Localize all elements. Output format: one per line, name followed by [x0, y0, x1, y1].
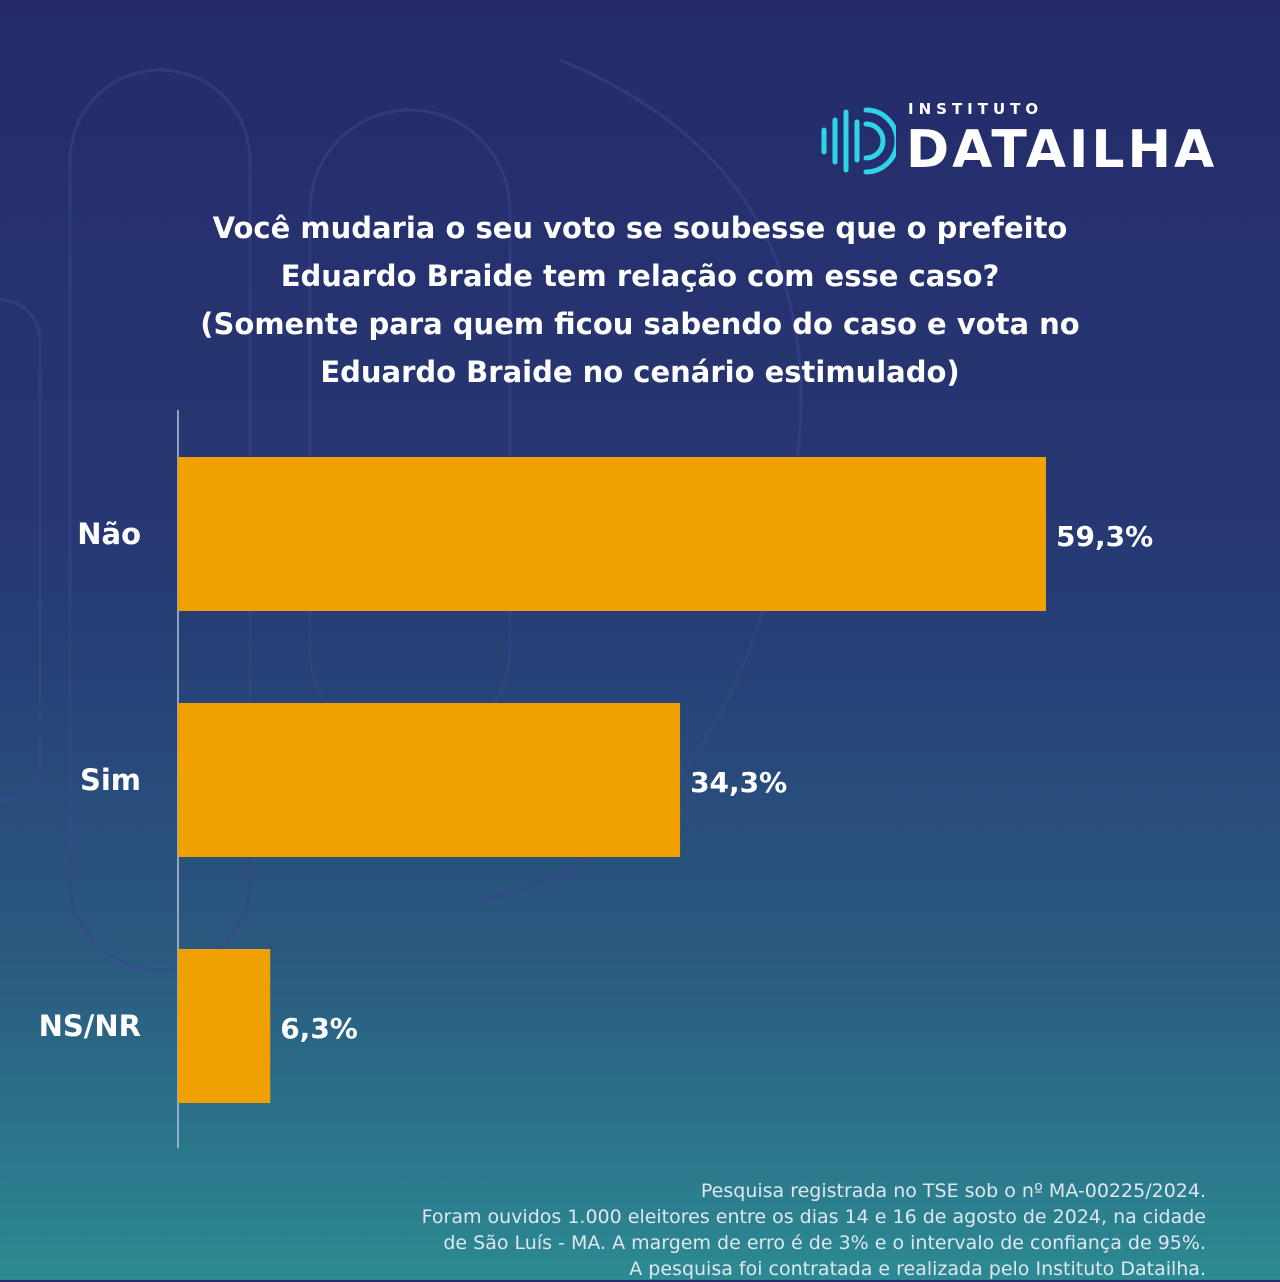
category-label: NS/NR: [39, 1009, 141, 1043]
chart-title: Você mudaria o seu voto se soubesse que …: [120, 204, 1160, 396]
value-label: 6,3%: [280, 1012, 358, 1045]
brand-logo: INSTITUTO DATAILHA: [818, 100, 1218, 180]
brand-name: DATAILHA: [906, 120, 1218, 180]
methodology-footnote: Pesquisa registrada no TSE sob o nº MA-0…: [306, 1178, 1206, 1282]
chart-title-line: (Somente para quem ficou sabendo do caso…: [200, 307, 1080, 341]
value-label: 59,3%: [1056, 520, 1153, 553]
bar-1: [178, 703, 681, 857]
chart-title-line: Eduardo Braide no cenário estimulado): [320, 355, 960, 389]
footnote-line: Pesquisa registrada no TSE sob o nº MA-0…: [700, 1180, 1206, 1202]
category-label: Não: [77, 517, 141, 551]
chart-title-line: Eduardo Braide tem relação com esse caso…: [280, 259, 1000, 293]
footnote-line: Foram ouvidos 1.000 eleitores entre os d…: [421, 1206, 1206, 1228]
bar-2: [178, 949, 271, 1103]
footnote-line: de São Luís - MA. A margem de erro é de …: [443, 1232, 1206, 1254]
sound-wave-icon: [821, 107, 896, 175]
value-label: 34,3%: [690, 766, 787, 799]
footnote-line: A pesquisa foi contratada e realizada pe…: [629, 1258, 1206, 1280]
bar-0: [178, 457, 1046, 611]
chart-title-line: Você mudaria o seu voto se soubesse que …: [212, 211, 1068, 245]
brand-top-label: INSTITUTO: [908, 100, 1044, 118]
category-label: Sim: [80, 763, 141, 797]
